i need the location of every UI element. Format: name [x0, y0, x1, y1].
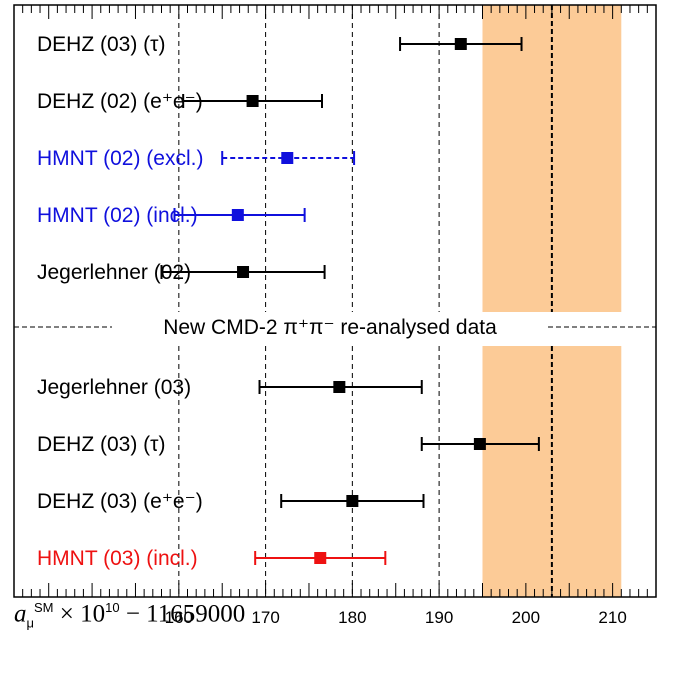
data-point [281, 152, 294, 164]
entry-label: DEHZ (03) (τ) [37, 433, 165, 456]
x-tick-label: 160 [165, 608, 193, 627]
x-axis-symbol: a [14, 600, 27, 628]
data-point [237, 266, 250, 278]
data-point [314, 552, 327, 564]
reference-lines-group [178, 5, 440, 597]
data-point [346, 495, 359, 507]
experimental-band-lower [482, 346, 622, 597]
data-point [231, 209, 244, 221]
data-point [246, 95, 259, 107]
x-tick-label: 180 [338, 608, 366, 627]
x-axis-exponent: 10 [105, 600, 120, 615]
x-tick-label: 210 [598, 608, 626, 627]
entry-label: HMNT (02) (excl.) [37, 147, 203, 170]
data-point [454, 38, 467, 50]
x-axis-label: aμSM × 1010 − 11659000 [14, 600, 245, 630]
x-axis-ticks: 160 170 180 190 200 210 [13, 5, 657, 627]
data-point [473, 438, 486, 450]
entry-label: Jegerlehner (03) [37, 376, 191, 399]
x-axis-superscript: SM [34, 600, 54, 615]
entry-label: Jegerlehner (02) [37, 261, 191, 284]
x-tick-label: 170 [251, 608, 279, 627]
x-tick-label: 190 [425, 608, 453, 627]
data-point [333, 381, 346, 393]
x-axis-subscript: μ [26, 615, 35, 631]
x-axis-times: × 10 [53, 600, 106, 628]
entry-label: DEHZ (02) (e⁺e⁻) [37, 90, 203, 113]
x-axis-offset: − 11659000 [119, 600, 246, 628]
entry-label: HMNT (03) (incl.) [37, 547, 198, 570]
entry-label: DEHZ (03) (τ) [37, 33, 165, 56]
experimental-band-group [482, 5, 622, 597]
entry-label: DEHZ (03) (e⁺e⁻) [37, 490, 203, 513]
x-tick-label: 200 [512, 608, 540, 627]
entry-label: HMNT (02) (incl.) [37, 204, 198, 227]
section-divider-group: New CMD-2 π⁺π⁻ re-analysed data [14, 316, 656, 339]
section-label: New CMD-2 π⁺π⁻ re-analysed data [163, 316, 497, 339]
entries-group: DEHZ (03) (τ) DEHZ (02) (e⁺e⁻) HMNT (02) (… [37, 33, 540, 570]
